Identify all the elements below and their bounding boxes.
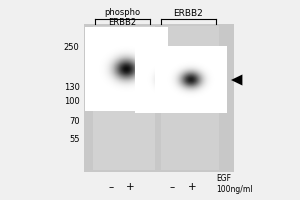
Text: +: +	[188, 182, 196, 192]
Text: EGF
100ng/ml: EGF 100ng/ml	[216, 174, 253, 194]
Text: 130: 130	[64, 83, 80, 92]
Text: 70: 70	[69, 117, 80, 127]
Text: 250: 250	[64, 44, 80, 52]
Polygon shape	[231, 75, 242, 86]
Text: –: –	[108, 182, 114, 192]
Text: phospho: phospho	[104, 8, 140, 17]
Text: +: +	[126, 182, 135, 192]
Text: 55: 55	[69, 134, 80, 144]
Text: –: –	[170, 182, 175, 192]
Text: ERBB2: ERBB2	[173, 9, 203, 18]
Bar	[160, 26, 219, 170]
Text: 100: 100	[64, 97, 80, 106]
Text: ERBB2: ERBB2	[108, 18, 136, 27]
Bar	[93, 26, 154, 170]
Bar	[84, 24, 234, 172]
